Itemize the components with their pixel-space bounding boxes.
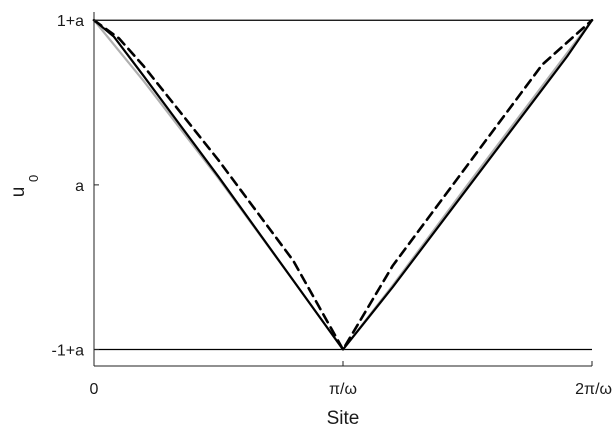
y-tick-label: a <box>75 178 84 195</box>
y-ticks: 1+a a -1+a <box>52 13 99 360</box>
y-axis-label: u 0 <box>8 175 41 198</box>
x-tick-label: 2π/ω <box>575 381 612 398</box>
axes <box>93 12 592 367</box>
x-tick-label: 0 <box>90 381 99 398</box>
y-axis-label-base: u <box>8 187 29 198</box>
y-tick-label: 1+a <box>57 13 84 30</box>
reference-lines <box>94 19 592 351</box>
series-line-1 <box>92 19 594 351</box>
x-ticks: 0 π/ω 2π/ω <box>90 361 612 398</box>
series-line-3 <box>92 18 594 351</box>
series-line-2 <box>92 19 594 351</box>
x-tick-label: π/ω <box>329 381 357 398</box>
x-axis-label: Site <box>327 408 360 429</box>
y-tick-label: -1+a <box>52 343 85 360</box>
series-layer <box>92 18 594 351</box>
y-axis-label-subscript: 0 <box>26 175 41 182</box>
